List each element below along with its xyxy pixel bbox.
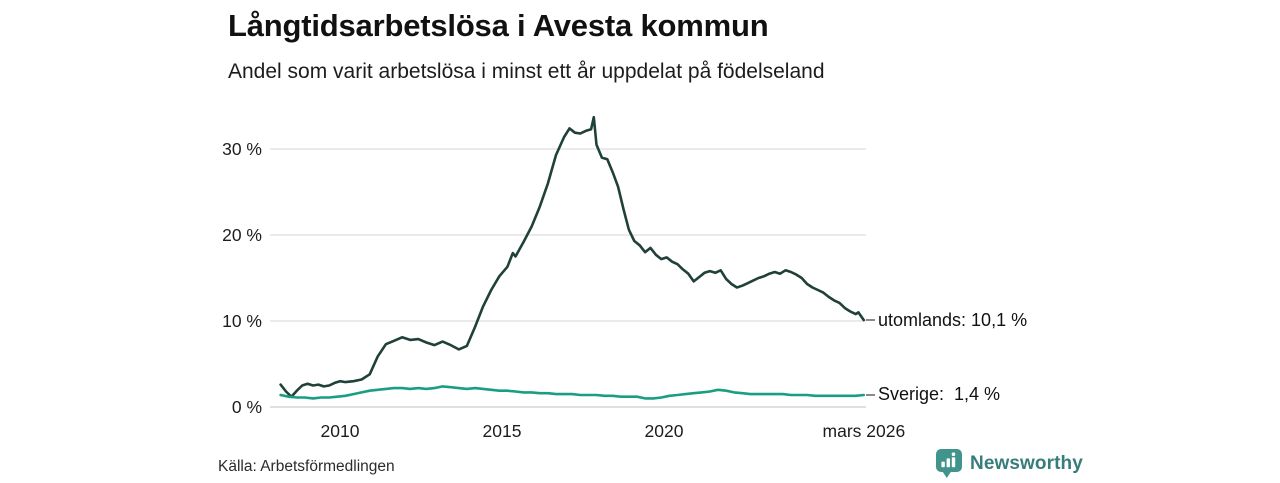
y-tick-label: 0 % [231, 397, 262, 417]
series-end-label: utomlands: 10,1 % [878, 309, 1028, 330]
y-tick-label: 30 % [222, 139, 262, 159]
x-tick-label: 2010 [320, 421, 360, 441]
y-tick-label: 10 % [222, 311, 262, 331]
series-end-label-row-sverige: Sverige: 1,4 % [866, 383, 1000, 407]
brand-name: Newsworthy [970, 452, 1083, 474]
series-end-label-row-utomlands: utomlands: 10,1 % [866, 308, 1027, 332]
label-connector-dash [866, 319, 875, 322]
x-tick-label: 2020 [644, 421, 684, 441]
pin-bar-chart-icon [936, 449, 962, 478]
label-connector-dash [866, 393, 875, 396]
chart-title: Långtidsarbetslösa i Avesta kommun [228, 8, 769, 43]
source-note: Källa: Arbetsförmedlingen [218, 458, 395, 475]
series-end-label: Sverige: 1,4 % [878, 384, 1001, 405]
y-tick-label: 20 % [222, 225, 262, 245]
series-line-sverige [279, 385, 866, 400]
newsworthy-logo: Newsworthy [936, 449, 1083, 478]
x-tick-label: mars 2026 [822, 421, 906, 441]
series-line-utomlands [279, 115, 866, 399]
x-tick-label: 2015 [482, 421, 522, 441]
chart-subtitle: Andel som varit arbetslösa i minst ett å… [228, 60, 825, 83]
